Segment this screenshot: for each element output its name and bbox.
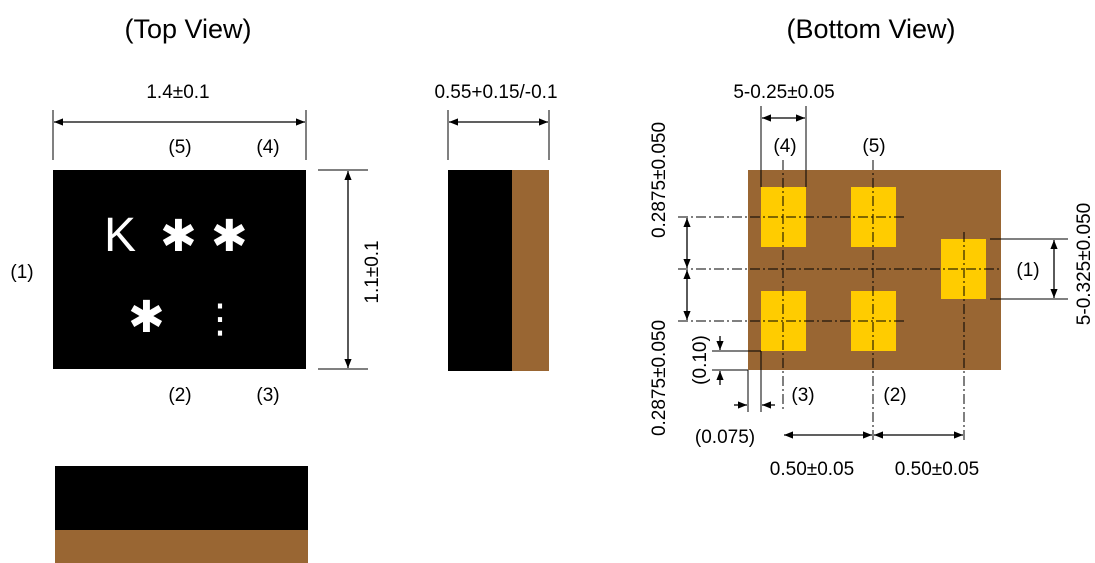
top-height-dimension: 1.1±0.1 — [362, 240, 383, 303]
front-elevation-substrate — [55, 530, 308, 563]
top-package-body — [53, 170, 306, 369]
bottom-pin3-label: (3) — [791, 385, 814, 406]
bottom-pin4-label: (4) — [773, 136, 796, 157]
top-pin2-label: (2) — [168, 385, 191, 406]
bottom-view-title: (Bottom View) — [786, 14, 955, 44]
top-pin5-label: (5) — [168, 137, 191, 158]
top-pin1-label: (1) — [10, 262, 33, 283]
top-pin3-label: (3) — [256, 385, 279, 406]
top-view: 1.4±0.1 (5) (4) (1) (2) (3) K ✱ ✱ ✱ ⋮ 1.… — [10, 82, 383, 563]
side-thickness-dimension: 0.55+0.15/-0.1 — [434, 82, 557, 103]
marking-dots: ⋮ — [200, 296, 240, 342]
offset-y-dimension: (0.10) — [690, 335, 711, 385]
pitch-x-left-dimension: 0.50±0.05 — [770, 459, 854, 480]
pitch-lower-dimension: 0.2875±0.050 — [649, 320, 670, 436]
front-elevation-body — [55, 466, 308, 530]
pad-width-dimension: 5-0.25±0.05 — [733, 82, 834, 103]
pitch-upper-dimension: 0.2875±0.050 — [649, 122, 670, 238]
top-width-dimension: 1.4±0.1 — [146, 82, 209, 103]
marking-star-line2: ✱ — [128, 292, 165, 343]
marking-stars: ✱ ✱ — [160, 211, 248, 262]
top-pin4-label: (4) — [256, 137, 279, 158]
marking-letter: K — [104, 209, 136, 262]
pad-height-dimension: 5-0.325±0.050 — [1074, 203, 1095, 325]
side-view: 0.55+0.15/-0.1 — [434, 82, 558, 371]
bottom-view: 5-0.25±0.05 (4) (5) (1) (3) (2) 5-0.325±… — [649, 82, 1095, 480]
offset-x-dimension: (0.075) — [695, 427, 755, 448]
side-package-substrate — [512, 170, 549, 371]
top-view-title: (Top View) — [124, 14, 251, 44]
bottom-pin5-label: (5) — [862, 136, 885, 157]
pitch-x-right-dimension: 0.50±0.05 — [895, 459, 979, 480]
side-package-body — [448, 170, 512, 371]
bottom-pin2-label: (2) — [883, 385, 906, 406]
bottom-pin1-label: (1) — [1016, 260, 1039, 281]
